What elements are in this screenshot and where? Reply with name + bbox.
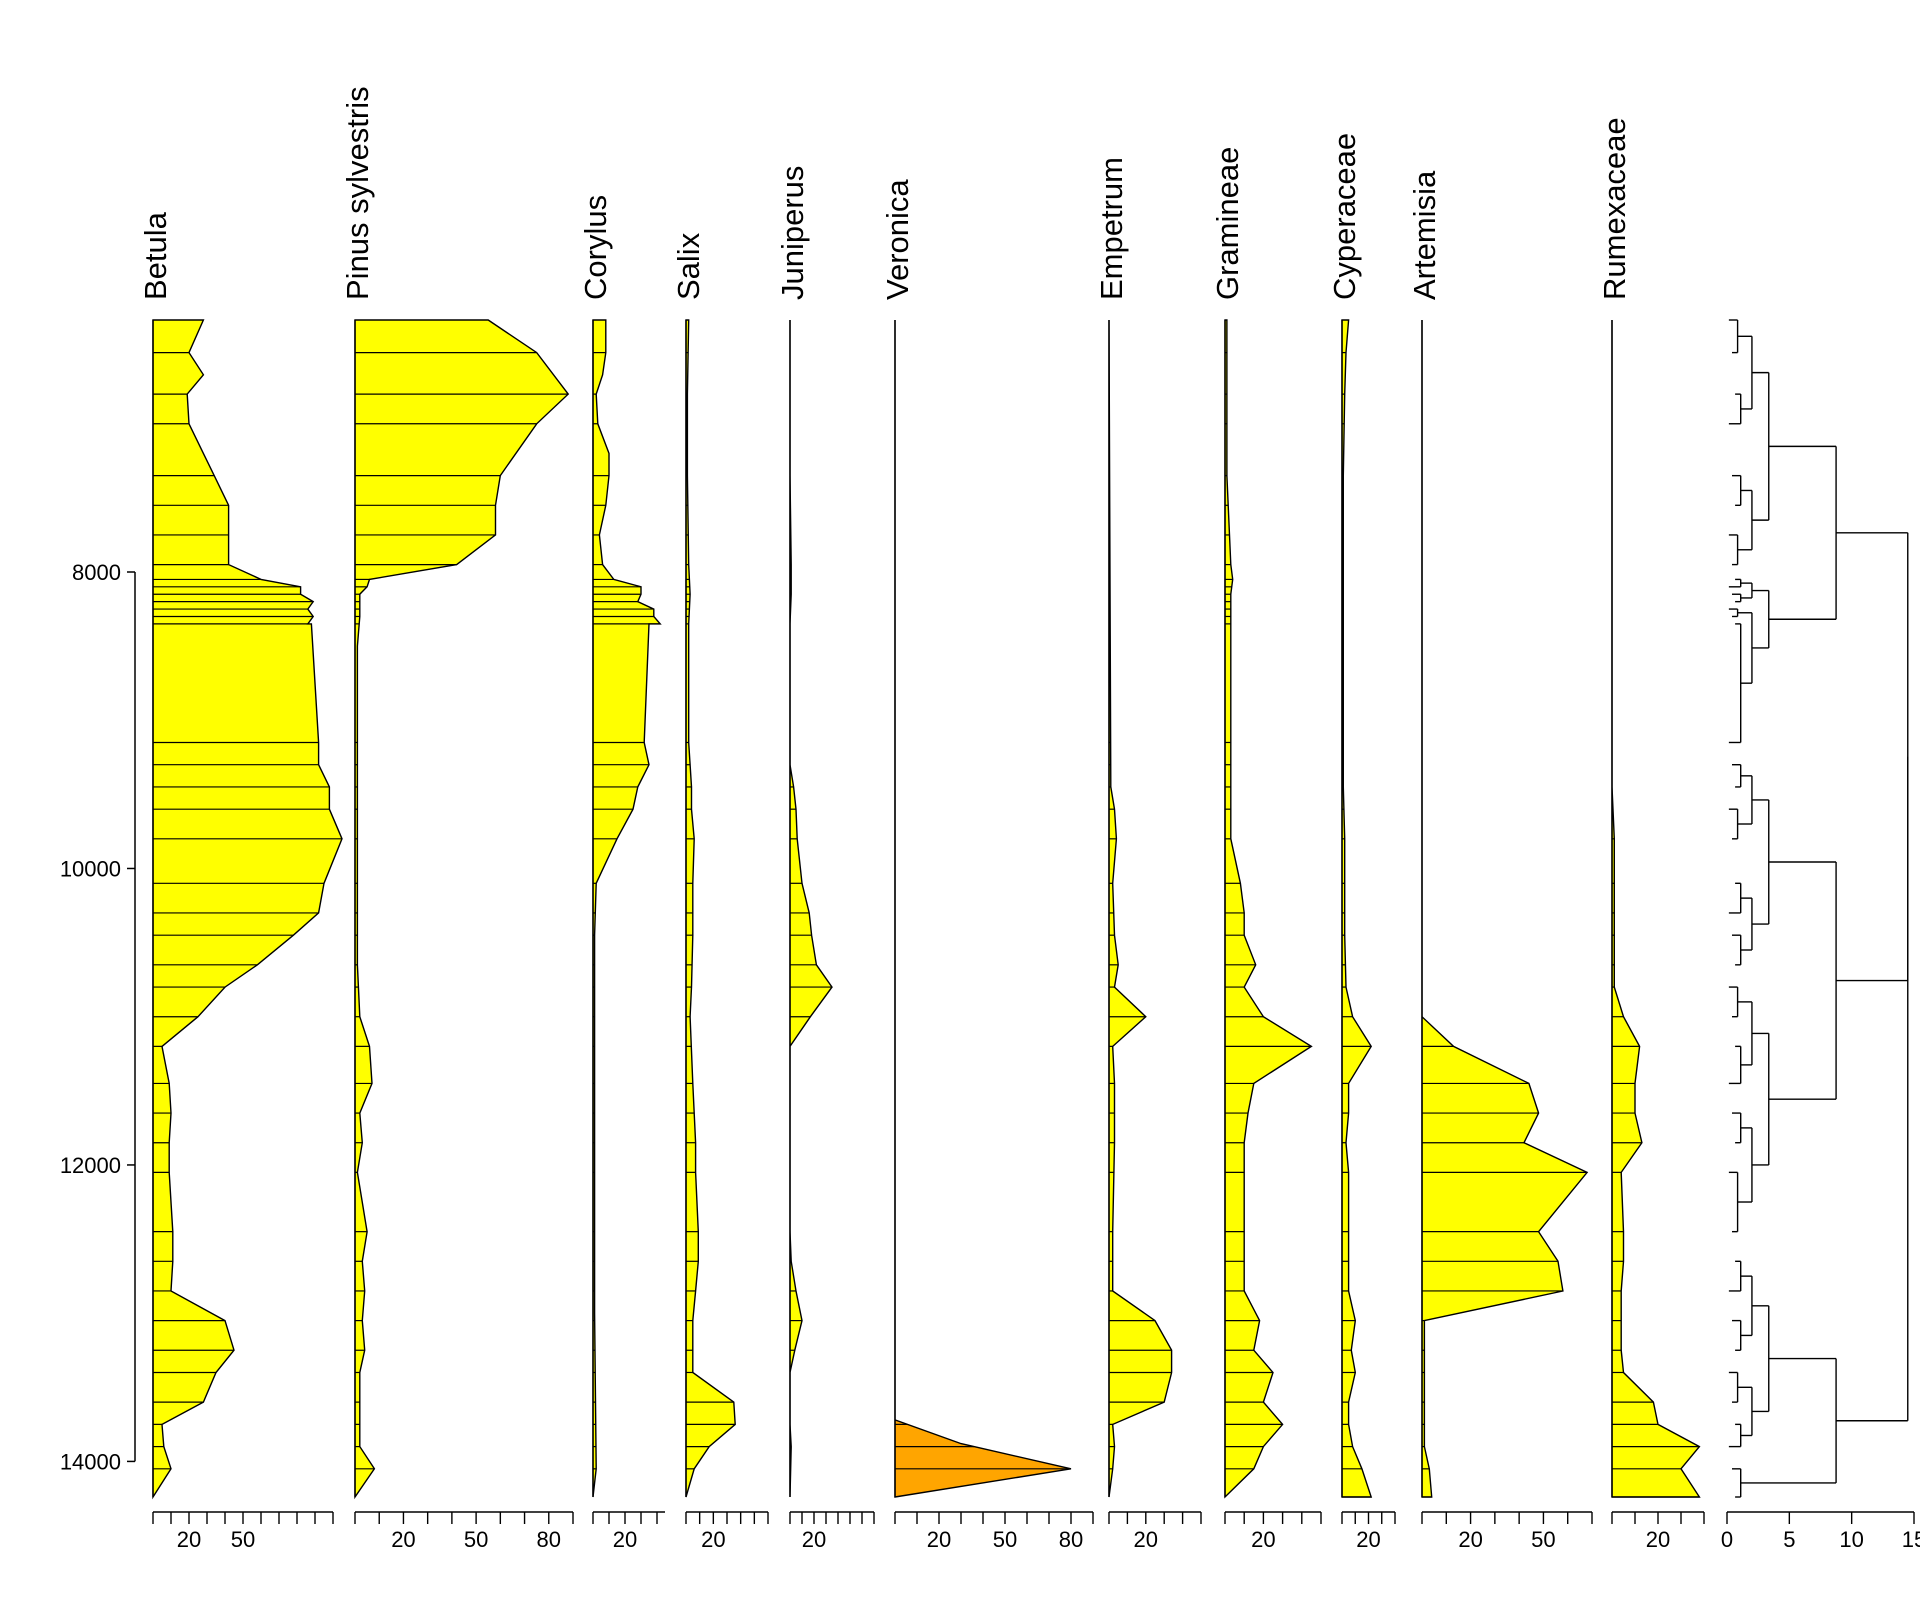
panel-empetrum: Empetrum 20	[1094, 157, 1202, 1552]
panel-rumexaceae: Rumexaceae 20	[1597, 117, 1705, 1552]
rumexaceae-area	[1611, 320, 1701, 1498]
panel-salix: Salix 20	[671, 232, 769, 1552]
veronica-area	[894, 320, 1072, 1498]
gramineae-label: Gramineae	[1210, 147, 1245, 300]
juniperus-label: Juniperus	[775, 166, 810, 300]
depth-tick-label: 12000	[60, 1153, 121, 1178]
betula-label: Betula	[138, 211, 173, 300]
artemisia-x-tick-label: 50	[1531, 1527, 1555, 1552]
veronica-x-tick-label: 80	[1059, 1527, 1083, 1552]
corylus-x-tick-label: 20	[613, 1527, 637, 1552]
empetrum-x-tick-label: 20	[1134, 1527, 1158, 1552]
pinus-sylvestris-x-tick-label: 80	[537, 1527, 561, 1552]
panel-veronica: Veronica 20 50 80	[880, 179, 1094, 1552]
dendrogram-x-tick-label: 0	[1721, 1527, 1733, 1552]
corylus-area	[592, 319, 662, 1498]
panel-juniperus: Juniperus 20	[775, 166, 875, 1552]
cyperaceae-label: Cyperaceae	[1327, 133, 1362, 300]
panel-corylus: Corylus 20	[578, 195, 665, 1552]
veronica-x-tick-label: 50	[993, 1527, 1017, 1552]
panel-cyperaceae: Cyperaceae 20	[1327, 133, 1396, 1552]
artemisia-x-tick-label: 20	[1458, 1527, 1482, 1552]
artemisia-label: Artemisia	[1407, 170, 1442, 300]
salix-label: Salix	[671, 232, 706, 300]
panel-pinus-sylvestris: Pinus sylvestris 20 50 80	[340, 86, 574, 1552]
artemisia-area	[1421, 320, 1589, 1498]
dendrogram: 0 5 10 15	[1721, 319, 1920, 1552]
rumexaceae-x-tick-label: 20	[1646, 1527, 1670, 1552]
salix-area	[685, 319, 736, 1498]
betula-x-tick-label: 20	[177, 1527, 201, 1552]
salix-x-tick-label: 20	[701, 1527, 725, 1552]
depth-tick-label: 8000	[72, 560, 121, 585]
pinus-sylvestris-x-tick-label: 50	[464, 1527, 488, 1552]
betula-x-tick-label: 50	[231, 1527, 255, 1552]
panel-gramineae: Gramineae 20	[1210, 147, 1322, 1552]
veronica-label: Veronica	[880, 179, 915, 300]
corylus-label: Corylus	[578, 195, 613, 300]
veronica-x-tick-label: 20	[927, 1527, 951, 1552]
rumexaceae-label: Rumexaceae	[1597, 117, 1632, 300]
pinus-sylvestris-x-tick-label: 20	[391, 1527, 415, 1552]
depth-tick-label: 10000	[60, 856, 121, 881]
gramineae-x-tick-label: 20	[1251, 1527, 1275, 1552]
cyperaceae-x-tick-label: 20	[1356, 1527, 1380, 1552]
dendrogram-x-tick-label: 15	[1902, 1527, 1920, 1552]
empetrum-label: Empetrum	[1094, 157, 1129, 300]
panel-betula: Betula 20 50	[138, 211, 343, 1552]
dendrogram-x-tick-label: 10	[1839, 1527, 1863, 1552]
depth-axis: 8000 10000 12000 14000	[60, 560, 136, 1474]
panel-artemisia: Artemisia 20 50	[1407, 170, 1593, 1552]
pinus-sylvestris-area	[354, 319, 570, 1500]
pinus-sylvestris-label: Pinus sylvestris	[340, 86, 375, 300]
depth-tick-label: 14000	[60, 1449, 121, 1474]
dendrogram-x-tick-label: 5	[1783, 1527, 1795, 1552]
juniperus-x-tick-label: 20	[802, 1527, 826, 1552]
